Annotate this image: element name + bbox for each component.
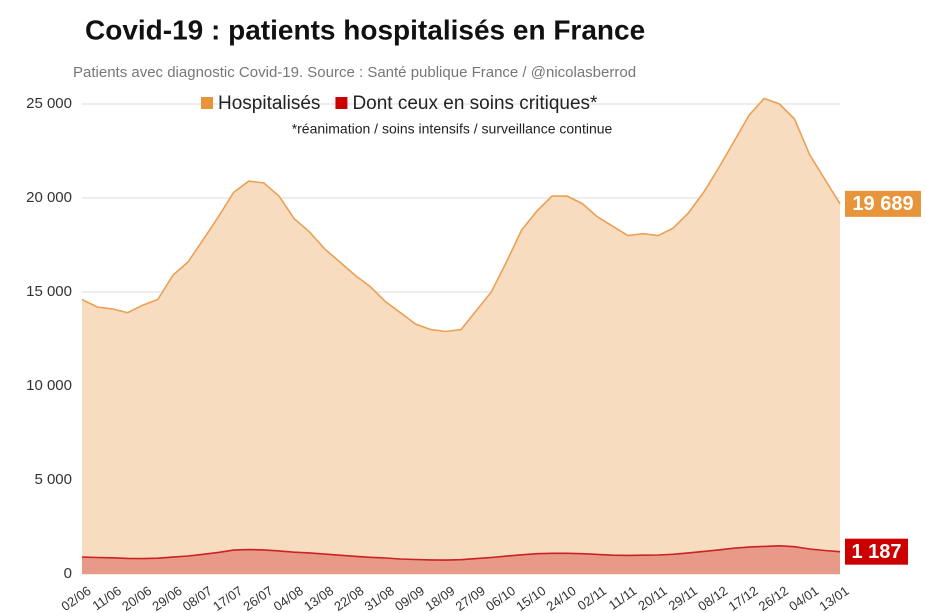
- value-label: 19 689: [852, 193, 913, 215]
- value-label: 1 187: [851, 541, 901, 563]
- x-tick-label: 17/07: [210, 583, 245, 613]
- line: [81, 97, 841, 333]
- x-tick-label: 08/12: [695, 583, 730, 613]
- x-tick-label: 17/12: [725, 583, 760, 613]
- x-tick-label: 02/06: [58, 583, 93, 613]
- x-tick-label: 11/11: [606, 583, 640, 613]
- x-tick-label: 04/01: [786, 583, 821, 613]
- x-tick-label: 06/10: [483, 583, 518, 613]
- x-tick-label: 26/07: [240, 583, 275, 613]
- legend-swatch: [335, 97, 348, 109]
- x-tick-label: 31/08: [362, 583, 397, 613]
- chart-title: Covid-19 : patients hospitalisés en Fran…: [85, 14, 645, 45]
- y-tick-label: 5 000: [34, 471, 72, 488]
- legend-swatch: [201, 97, 213, 109]
- x-tick-label: 13/08: [301, 583, 336, 613]
- y-tick-label: 20 000: [26, 189, 72, 206]
- y-tick-label: 0: [64, 565, 72, 582]
- value-label-box: [845, 538, 908, 565]
- x-tick-label: 20/06: [119, 583, 154, 613]
- x-tick-label: 29/11: [666, 583, 700, 613]
- value-label-box: [845, 190, 921, 217]
- annotation: *réanimation / soins intensifs / surveil…: [292, 121, 613, 137]
- x-tick-label: 11/06: [90, 583, 124, 613]
- y-tick-label: 15 000: [26, 283, 72, 300]
- x-tick-label: 13/01: [816, 583, 851, 613]
- x-tick-label: 29/06: [149, 583, 184, 613]
- x-tick-label: 26/12: [756, 583, 791, 613]
- x-tick-label: 22/08: [331, 583, 366, 613]
- legend-label: Hospitalisés: [218, 93, 320, 114]
- x-tick-label: 27/09: [453, 583, 488, 613]
- x-tick-label: 24/10: [544, 583, 579, 613]
- x-tick-label: 02/11: [575, 583, 609, 613]
- x-tick-label: 08/07: [180, 583, 215, 613]
- y-tick-label: 10 000: [26, 377, 72, 394]
- x-tick-label: 15/10: [513, 583, 548, 613]
- x-tick-label: 20/11: [635, 583, 669, 613]
- x-tick-label: 18/09: [422, 583, 457, 613]
- y-tick-label: 25 000: [26, 95, 72, 112]
- x-tick-label: 04/08: [271, 583, 306, 613]
- legend-label: Dont ceux en soins critiques*: [352, 93, 598, 114]
- line: [81, 544, 841, 561]
- area-fill: [82, 98, 840, 575]
- x-tick-label: 09/09: [392, 583, 427, 613]
- subtitle: Patients avec diagnostic Covid-19. Sourc…: [73, 64, 636, 81]
